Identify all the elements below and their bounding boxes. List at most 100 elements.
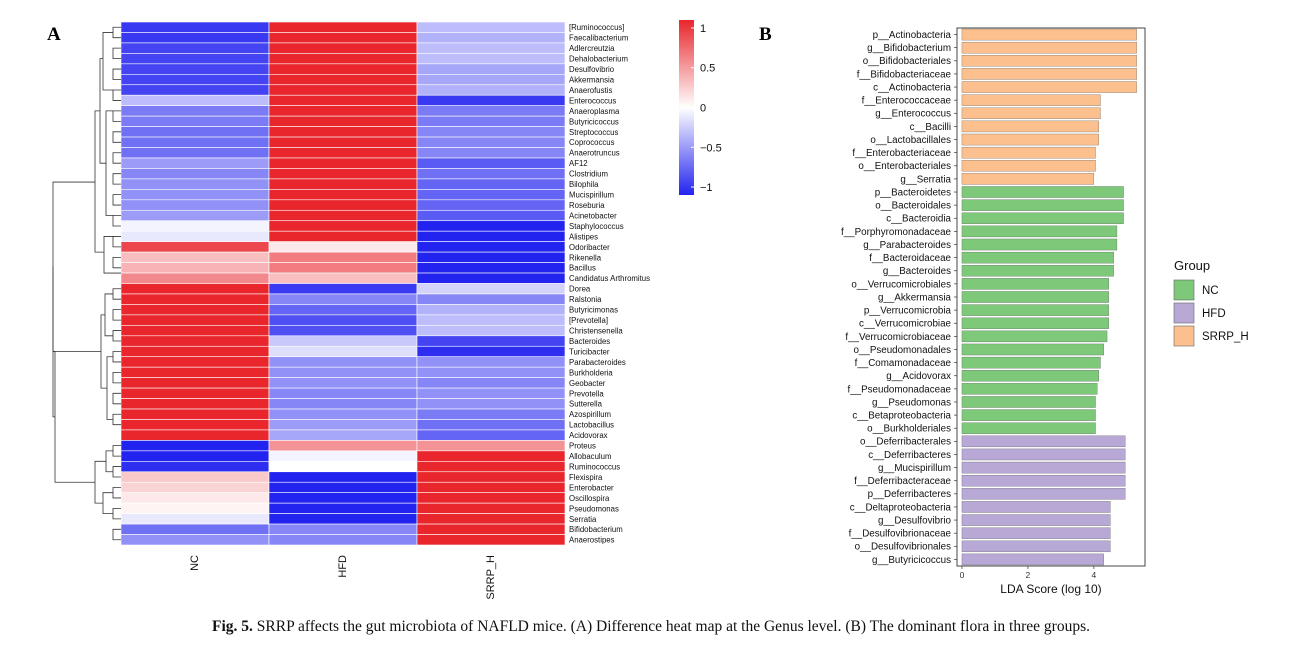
heatmap-cell (120, 53, 270, 65)
heatmap-row-label: Alistipes (569, 232, 598, 241)
dendrogram-branch (112, 173, 121, 185)
lda-category-label: f__Enterobacteriaceae (852, 148, 951, 159)
heatmap-cell (268, 356, 418, 368)
heatmap-cell (416, 189, 566, 201)
heatmap-cell (120, 492, 270, 504)
lda-bar (961, 330, 1108, 343)
heatmap-row-label: Pseudomonas (569, 504, 619, 513)
lda-category-label: f__Deferribacteraceae (854, 476, 951, 487)
heatmap-cell (416, 42, 566, 54)
heatmap-cell (268, 304, 418, 316)
heatmap-row-label: Allobaculum (569, 452, 611, 461)
colorbar-tick-label: 0 (700, 103, 706, 115)
lda-category-label: o__Verrucomicrobiales (851, 279, 951, 290)
dendrogram-branch (100, 314, 107, 389)
dendrogram-branch (106, 356, 113, 420)
lda-bar (961, 461, 1126, 474)
heatmap-cell (416, 209, 566, 222)
lda-bar (961, 527, 1111, 539)
dendrogram-branch (104, 293, 113, 337)
heatmap-cell (416, 450, 566, 462)
heatmap-cell (416, 168, 566, 180)
lda-category-label: f__Enterococcaceae (862, 96, 952, 107)
lda-bar (961, 160, 1096, 172)
heatmap-cell (416, 471, 566, 483)
heatmap-row-label: Ruminococcus (569, 462, 620, 471)
heatmap-cell (416, 147, 566, 159)
lda-category-label: g__Bifidobacterium (867, 43, 951, 54)
heatmap-cell (120, 199, 270, 211)
heatmap-cell (268, 335, 418, 347)
heatmap-cell (416, 251, 566, 263)
dendrogram-branch (94, 110, 104, 253)
heatmap-cell (416, 241, 566, 253)
heatmap-cell (120, 32, 270, 44)
heatmap-cell (416, 157, 566, 169)
colorbar-tick-label: 0.5 (700, 63, 715, 75)
heatmap-cell (268, 408, 418, 420)
heatmap-row-label: Rikenella (569, 253, 602, 262)
heatmap-row-label: [Ruminococcus] (569, 23, 624, 32)
heatmap-column-label: NC (189, 555, 201, 571)
lda-category-label: g__Acidovorax (886, 371, 951, 382)
heatmap-cell (120, 115, 270, 127)
heatmap-cell (120, 94, 270, 106)
heatmap-cell (268, 241, 418, 253)
heatmap-cell (268, 105, 418, 117)
heatmap-cell (120, 534, 270, 546)
heatmap-cell (120, 429, 270, 441)
heatmap-cell (120, 241, 270, 253)
dendrogram-branch (112, 152, 121, 164)
heatmap-row-label: Anaerotruncus (569, 149, 620, 158)
heatmap-cell (416, 356, 566, 368)
heatmap-cell (268, 429, 418, 441)
lda-category-label: o__Enterobacteriales (858, 161, 951, 172)
heatmap-cell (120, 481, 270, 493)
heatmap-cell (268, 94, 418, 106)
legend-entry-label: HFD (1202, 308, 1226, 320)
lda-category-label: f__Bifidobacteriaceae (857, 69, 952, 80)
heatmap-cell (416, 502, 566, 514)
lda-bar (961, 173, 1095, 185)
heatmap-row-label: Adlercreutzia (569, 44, 615, 53)
heatmap-row-label: Turicibacter (569, 347, 610, 356)
dendrogram-branch (112, 330, 121, 342)
heatmap-row-label: Streptococcus (569, 128, 619, 137)
lda-bar (961, 265, 1114, 277)
heatmap-cell (416, 492, 566, 504)
heatmap-cell (268, 157, 418, 169)
lda-category-label: o__Bacteroidales (875, 201, 951, 212)
lda-bar (961, 448, 1126, 461)
heatmap-cell (416, 325, 566, 337)
lda-category-label: g__Parabacteroides (863, 240, 951, 251)
lda-x-axis-label: LDA Score (log 10) (1000, 582, 1101, 596)
heatmap-row-label: Serratia (569, 515, 597, 524)
heatmap-cell (268, 136, 418, 148)
heatmap-cell (416, 366, 566, 378)
heatmap-cell (120, 440, 270, 452)
colorbar-tick-label: 1 (700, 23, 706, 35)
caption-label: Fig. 5. (212, 618, 253, 635)
heatmap-cell (268, 471, 418, 483)
lda-bar (961, 212, 1124, 224)
dendrogram-branch (94, 460, 106, 504)
heatmap-cell (268, 502, 418, 514)
heatmap-cell (268, 21, 418, 33)
heatmap-cell (120, 366, 270, 378)
heatmap-cell (120, 42, 270, 54)
heatmap-cell (268, 84, 418, 96)
dendrogram-branch (112, 215, 121, 227)
dendrogram-branch (102, 32, 113, 91)
heatmap-cell (416, 534, 566, 546)
caption-text: SRRP affects the gut microbiota of NAFLD… (256, 618, 1090, 635)
lda-bar (961, 291, 1109, 303)
dendrogram-branch (112, 26, 121, 39)
heatmap-cell (416, 481, 566, 493)
heatmap-row-label: Desulfovibrio (569, 65, 615, 74)
heatmap-cell (120, 471, 270, 483)
heatmap-cell (416, 440, 566, 452)
heatmap-cell (268, 419, 418, 431)
heatmap-cell (120, 230, 270, 242)
heatmap-row-label: Enterobacter (569, 483, 614, 492)
